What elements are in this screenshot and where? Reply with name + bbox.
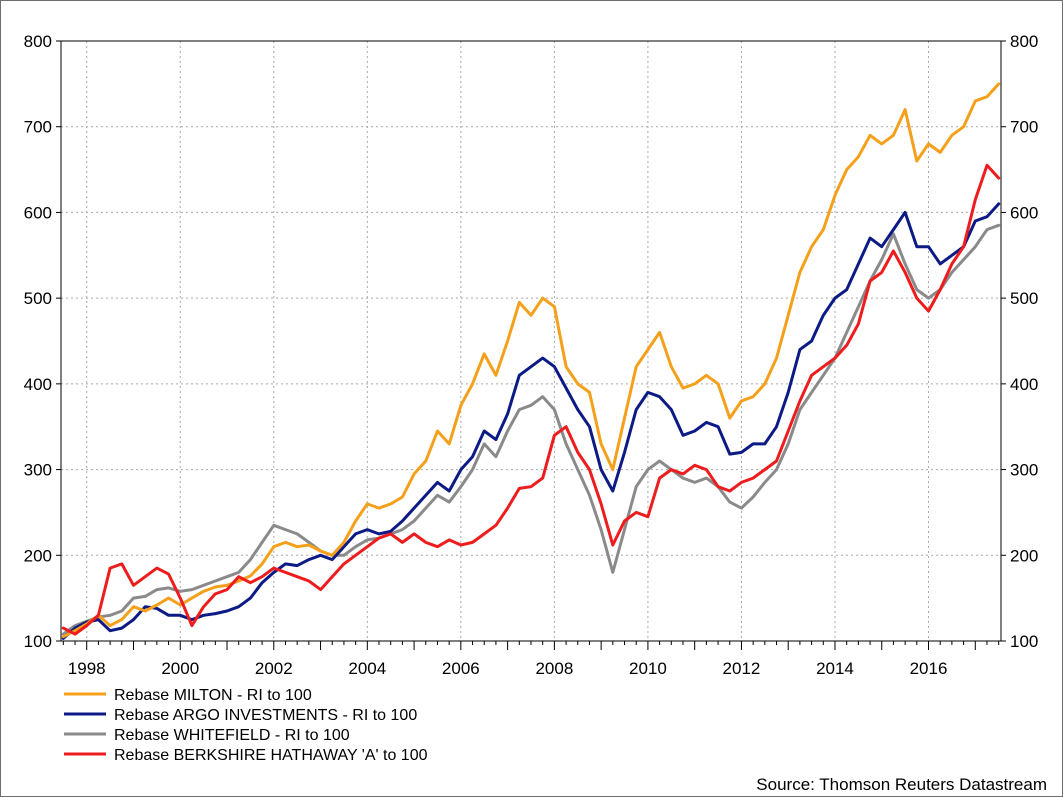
legend-label: Rebase BERKSHIRE HATHAWAY 'A' to 100 <box>114 747 428 764</box>
y-tick-label-right: 200 <box>1010 546 1038 565</box>
x-tick-label: 2000 <box>161 659 199 678</box>
y-tick-label-right: 400 <box>1010 375 1038 394</box>
x-tick-label: 2002 <box>255 659 293 678</box>
y-tick-label-right: 700 <box>1010 118 1038 137</box>
axes: 100 100 200 200 300 300 400 400 500 500 600 600 700 7… <box>24 32 1039 678</box>
y-tick-label-right: 600 <box>1010 203 1038 222</box>
x-tick-label: 2012 <box>723 659 761 678</box>
y-tick-label-left: 600 <box>24 203 52 222</box>
x-tick-label: 2016 <box>910 659 948 678</box>
y-tick-label-left: 800 <box>24 32 52 51</box>
y-tick-label-right: 300 <box>1010 461 1038 480</box>
series-lines <box>61 82 1001 640</box>
y-tick-label-left: 700 <box>24 118 52 137</box>
x-tick-label: 1998 <box>68 659 106 678</box>
x-tick-label: 2014 <box>816 659 854 678</box>
y-tick-label-right: 100 <box>1010 632 1038 651</box>
x-tick-label: 2010 <box>629 659 667 678</box>
y-tick-label-right: 500 <box>1010 289 1038 308</box>
series-line-1 <box>61 202 1001 640</box>
y-tick-label-left: 500 <box>24 289 52 308</box>
legend-label: Rebase MILTON - RI to 100 <box>114 687 312 704</box>
x-tick-label: 2008 <box>535 659 573 678</box>
plot-area <box>60 40 1002 642</box>
y-tick-label-right: 800 <box>1010 32 1038 51</box>
y-tick-label-left: 300 <box>24 461 52 480</box>
series-line-2 <box>61 223 1001 636</box>
x-tick-label: 2006 <box>442 659 480 678</box>
y-tick-label-left: 100 <box>24 632 52 651</box>
y-tick-label-left: 200 <box>24 546 52 565</box>
y-tick-label-left: 400 <box>24 375 52 394</box>
x-tick-label: 2004 <box>348 659 386 678</box>
series-line-3 <box>61 163 1001 636</box>
legend: Rebase MILTON - RI to 100 Rebase ARGO INV… <box>64 687 428 764</box>
source-note: Source: Thomson Reuters Datastream <box>756 775 1047 794</box>
legend-label: Rebase ARGO INVESTMENTS - RI to 100 <box>114 707 417 724</box>
grid-lines <box>61 41 1001 641</box>
series-line-0 <box>61 82 1001 639</box>
legend-label: Rebase WHITEFIELD - RI to 100 <box>114 727 350 744</box>
